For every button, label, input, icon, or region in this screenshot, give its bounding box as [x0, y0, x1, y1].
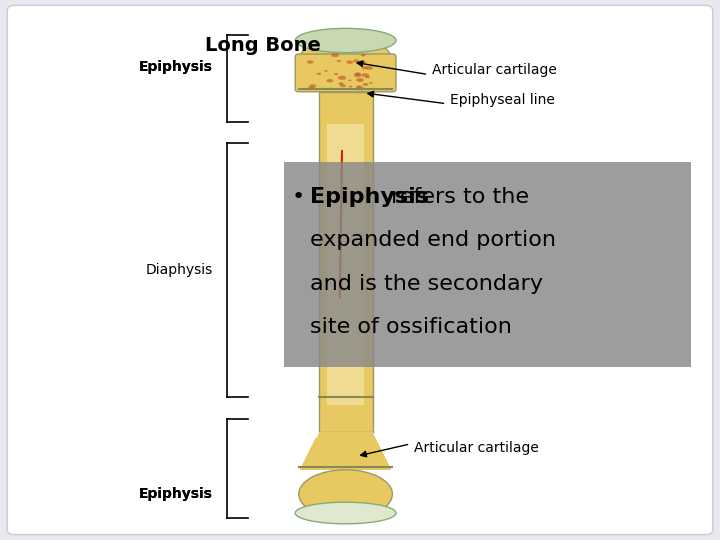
- Bar: [311, 446, 380, 448]
- Text: Long Bone: Long Bone: [205, 36, 321, 56]
- Bar: [312, 444, 379, 446]
- Bar: [303, 462, 388, 464]
- Ellipse shape: [299, 470, 392, 518]
- Ellipse shape: [356, 86, 364, 90]
- Ellipse shape: [337, 60, 341, 62]
- Text: Epiphysis: Epiphysis: [138, 60, 212, 75]
- Text: Epiphyseal line: Epiphyseal line: [450, 93, 555, 107]
- FancyBboxPatch shape: [7, 5, 713, 535]
- Text: Epiphysis: Epiphysis: [138, 487, 212, 501]
- Bar: [308, 452, 383, 454]
- Ellipse shape: [356, 78, 364, 82]
- Bar: [319, 92, 373, 432]
- Ellipse shape: [346, 60, 353, 64]
- Text: and is the secondary: and is the secondary: [310, 273, 543, 294]
- Bar: [306, 456, 385, 458]
- Ellipse shape: [354, 73, 361, 77]
- Ellipse shape: [338, 76, 346, 80]
- Bar: [304, 460, 387, 462]
- Ellipse shape: [299, 35, 392, 89]
- Text: Epiphysis: Epiphysis: [310, 187, 428, 207]
- Bar: [327, 124, 364, 405]
- Ellipse shape: [317, 73, 321, 75]
- Bar: [305, 458, 386, 460]
- FancyBboxPatch shape: [295, 54, 396, 92]
- Text: expanded end portion: expanded end portion: [310, 230, 556, 251]
- Text: refers to the: refers to the: [384, 187, 529, 207]
- Bar: [315, 438, 376, 440]
- Ellipse shape: [324, 70, 328, 72]
- Bar: [319, 432, 373, 434]
- Ellipse shape: [295, 502, 396, 524]
- Ellipse shape: [365, 76, 370, 78]
- Bar: [302, 464, 390, 466]
- Ellipse shape: [361, 66, 368, 69]
- Ellipse shape: [340, 84, 346, 87]
- Text: •: •: [292, 187, 312, 207]
- Bar: [307, 454, 384, 456]
- Bar: [318, 434, 374, 436]
- Ellipse shape: [295, 28, 396, 52]
- Bar: [301, 466, 390, 468]
- Bar: [309, 450, 382, 452]
- Text: Epiphysis: Epiphysis: [138, 487, 212, 501]
- Bar: [315, 440, 377, 442]
- Ellipse shape: [326, 79, 333, 83]
- Ellipse shape: [310, 84, 316, 87]
- Ellipse shape: [363, 83, 369, 86]
- Bar: [310, 448, 381, 450]
- Ellipse shape: [356, 85, 361, 87]
- Text: Articular cartilage: Articular cartilage: [432, 63, 557, 77]
- Ellipse shape: [348, 85, 353, 87]
- Ellipse shape: [358, 61, 363, 64]
- Bar: [313, 442, 378, 444]
- Ellipse shape: [366, 66, 373, 70]
- Ellipse shape: [334, 73, 338, 75]
- Text: Articular cartilage: Articular cartilage: [414, 441, 539, 455]
- Text: Epiphysis: Epiphysis: [138, 60, 212, 75]
- Ellipse shape: [331, 53, 339, 57]
- Ellipse shape: [362, 61, 366, 63]
- Bar: [300, 468, 392, 470]
- Ellipse shape: [361, 54, 366, 57]
- Ellipse shape: [348, 79, 351, 81]
- Ellipse shape: [354, 72, 361, 76]
- Ellipse shape: [338, 82, 343, 85]
- FancyBboxPatch shape: [284, 162, 691, 367]
- Ellipse shape: [307, 86, 315, 90]
- Text: site of ossification: site of ossification: [310, 316, 511, 337]
- Ellipse shape: [353, 59, 359, 62]
- Ellipse shape: [361, 73, 369, 77]
- Bar: [317, 436, 374, 438]
- Ellipse shape: [369, 82, 373, 84]
- Text: Diaphysis: Diaphysis: [145, 263, 212, 277]
- Ellipse shape: [307, 60, 313, 64]
